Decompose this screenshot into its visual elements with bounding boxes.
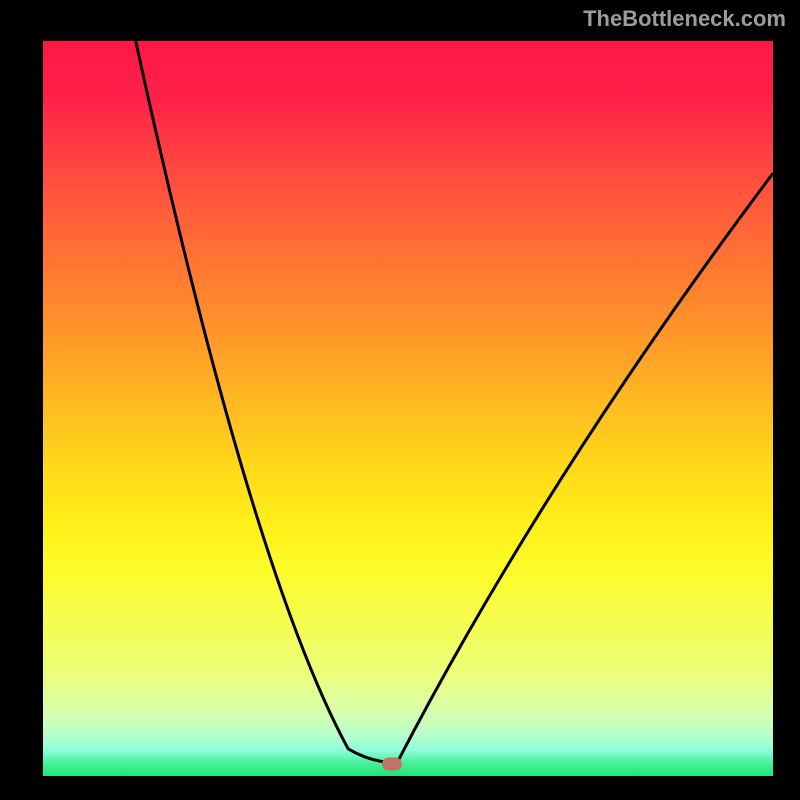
plot-frame [32,30,784,787]
curve [43,41,773,776]
minimum-dot [382,758,402,771]
watermark-text: TheBottleneck.com [583,6,786,32]
chart-stage: TheBottleneck.com [0,0,800,800]
